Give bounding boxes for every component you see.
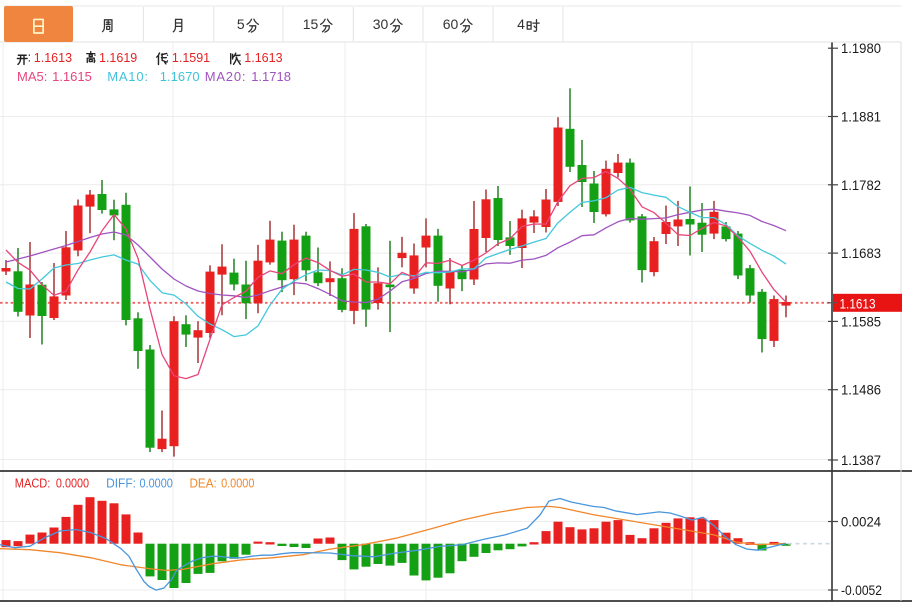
svg-text:1.1670: 1.1670 [160,69,200,84]
svg-text:1.1683: 1.1683 [841,245,881,261]
svg-text:1.1387: 1.1387 [841,452,881,468]
svg-text:0.0000: 0.0000 [221,476,254,491]
svg-text:1.1881: 1.1881 [841,109,881,125]
svg-text:5: 5 [237,16,245,32]
svg-text:1.1613: 1.1613 [244,51,282,65]
svg-text:1.1615: 1.1615 [52,69,92,84]
svg-text:30: 30 [373,16,389,32]
svg-text::: : [28,51,31,65]
svg-text:1.1613: 1.1613 [34,51,72,65]
svg-text:1.1585: 1.1585 [841,313,881,329]
svg-text:1.1619: 1.1619 [99,51,137,65]
svg-text:1.1486: 1.1486 [841,382,881,398]
svg-text:15: 15 [303,16,319,32]
svg-text:0.0000: 0.0000 [140,476,173,491]
svg-text:1.1613: 1.1613 [840,296,876,312]
svg-text:0.0024: 0.0024 [841,514,881,530]
svg-text:MACD:: MACD: [15,476,51,491]
svg-text::: : [93,51,96,65]
svg-text:1.1782: 1.1782 [841,177,881,193]
svg-text:0.0000: 0.0000 [56,476,89,491]
svg-text:MA10:: MA10: [107,69,149,84]
svg-text::: : [166,51,169,65]
svg-text:4: 4 [517,16,525,32]
svg-text:MA5:: MA5: [17,69,47,84]
svg-text:DEA:: DEA: [190,476,217,491]
svg-text::: : [238,51,241,65]
svg-text:60: 60 [443,16,459,32]
svg-text:MA20:: MA20: [205,69,247,84]
svg-text:1.1591: 1.1591 [172,51,210,65]
svg-text:1.1980: 1.1980 [841,40,881,56]
svg-text:1.1718: 1.1718 [251,69,291,84]
svg-text:DIFF:: DIFF: [106,476,136,491]
svg-text:-0.0052: -0.0052 [841,582,882,598]
